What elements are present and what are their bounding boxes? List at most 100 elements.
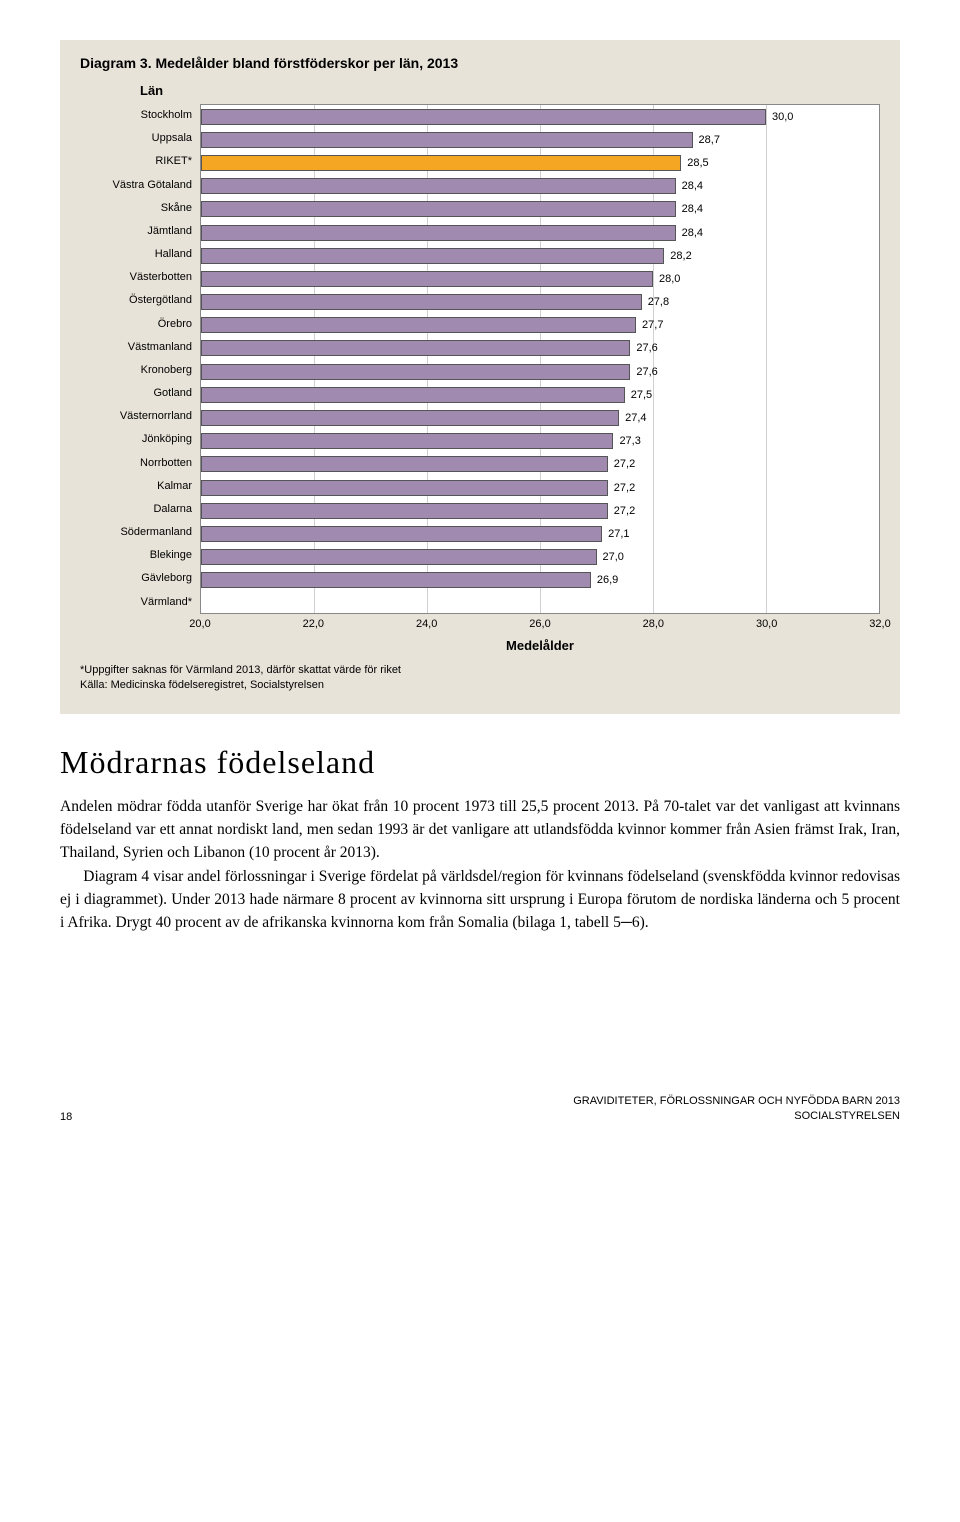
bar-row: 27,2 [201, 477, 879, 499]
chart-title: Diagram 3. Medelålder bland förstfödersk… [80, 55, 880, 71]
y-label: Västerbotten [80, 266, 192, 289]
x-axis: 20,022,024,026,028,030,032,0 [200, 614, 880, 632]
bar-value-label: 27,2 [614, 482, 635, 494]
bar-row: 27,4 [201, 407, 879, 429]
y-label: RIKET* [80, 150, 192, 173]
bar-row: 27,2 [201, 500, 879, 522]
bar [201, 433, 613, 449]
bar [201, 201, 676, 217]
chart-subtitle: Län [140, 83, 880, 98]
x-tick: 20,0 [189, 618, 210, 630]
bar-row: 27,8 [201, 291, 879, 313]
y-label: Blekinge [80, 544, 192, 567]
x-tick: 26,0 [529, 618, 550, 630]
bar-value-label: 27,7 [642, 319, 663, 331]
bar-row: 28,4 [201, 198, 879, 220]
section-title: Mödrarnas födelseland [60, 744, 900, 781]
bar-value-label: 26,9 [597, 574, 618, 586]
y-label: Värmland* [80, 591, 192, 614]
bar-value-label: 27,0 [603, 551, 624, 563]
y-label: Örebro [80, 313, 192, 336]
footer-org: SOCIALSTYRELSEN [573, 1109, 900, 1123]
bar-row: 27,7 [201, 314, 879, 336]
y-axis-labels: StockholmUppsalaRIKET*Västra GötalandSkå… [80, 104, 200, 614]
bar-row: 27,0 [201, 546, 879, 568]
bar-row: 27,6 [201, 337, 879, 359]
bar-value-label: 28,4 [682, 180, 703, 192]
paragraph-1: Andelen mödrar födda utanför Sverige har… [60, 795, 900, 865]
bar-value-label: 28,4 [682, 227, 703, 239]
y-label: Skåne [80, 197, 192, 220]
bar [201, 155, 681, 171]
bar-row: 28,2 [201, 245, 879, 267]
bar [201, 294, 642, 310]
bar-row: 27,2 [201, 453, 879, 475]
bar-value-label: 28,4 [682, 203, 703, 215]
page-footer: 18 GRAVIDITETER, FÖRLOSSNINGAR OCH NYFÖD… [60, 1094, 900, 1123]
bar-value-label: 27,4 [625, 412, 646, 424]
bar [201, 317, 636, 333]
y-label: Jämtland [80, 220, 192, 243]
y-label: Jönköping [80, 428, 192, 451]
bar [201, 526, 602, 542]
y-label: Östergötland [80, 289, 192, 312]
chart-footnote: *Uppgifter saknas för Värmland 2013, där… [80, 663, 880, 694]
bar [201, 364, 630, 380]
bar-value-label: 28,2 [670, 250, 691, 262]
y-label: Halland [80, 243, 192, 266]
bar-row: 27,1 [201, 523, 879, 545]
y-label: Södermanland [80, 521, 192, 544]
bar-row: 28,5 [201, 152, 879, 174]
bar-row: 27,6 [201, 361, 879, 383]
chart-plot: 30,0 28,7 28,5 28,4 28,4 28,4 28,2 28,0 27,8 27,7… [200, 104, 880, 614]
bar-value-label: 27,6 [636, 366, 657, 378]
x-tick: 28,0 [643, 618, 664, 630]
bar-row: 28,7 [201, 129, 879, 151]
x-tick: 30,0 [756, 618, 777, 630]
bar-value-label: 27,5 [631, 389, 652, 401]
bar [201, 132, 693, 148]
y-label: Västra Götaland [80, 174, 192, 197]
bar [201, 178, 676, 194]
x-axis-title: Medelålder [200, 638, 880, 653]
bar [201, 225, 676, 241]
y-label: Norrbotten [80, 452, 192, 475]
bar-value-label: 27,3 [619, 435, 640, 447]
chart-container: Diagram 3. Medelålder bland förstfödersk… [60, 40, 900, 714]
bar [201, 340, 630, 356]
bar [201, 572, 591, 588]
x-tick: 24,0 [416, 618, 437, 630]
footer-doc-title: GRAVIDITETER, FÖRLOSSNINGAR OCH NYFÖDDA … [573, 1094, 900, 1108]
bar-value-label: 27,8 [648, 296, 669, 308]
bar [201, 503, 608, 519]
bar-row: 26,9 [201, 569, 879, 591]
bar-row: 28,0 [201, 268, 879, 290]
bar [201, 109, 766, 125]
paragraph-2: Diagram 4 visar andel förlossningar i Sv… [60, 865, 900, 935]
bar-value-label: 27,1 [608, 528, 629, 540]
bar [201, 549, 597, 565]
bar [201, 387, 625, 403]
bar-value-label: 28,5 [687, 157, 708, 169]
bar-value-label: 27,2 [614, 505, 635, 517]
body-text: Andelen mödrar födda utanför Sverige har… [60, 795, 900, 935]
x-tick: 22,0 [303, 618, 324, 630]
bar [201, 480, 608, 496]
chart-area: StockholmUppsalaRIKET*Västra GötalandSkå… [80, 104, 880, 614]
y-label: Stockholm [80, 104, 192, 127]
bar [201, 271, 653, 287]
x-tick: 32,0 [869, 618, 890, 630]
y-label: Gotland [80, 382, 192, 405]
y-label: Västernorrland [80, 405, 192, 428]
bar-row: 28,4 [201, 175, 879, 197]
bar-row: 28,4 [201, 222, 879, 244]
y-label: Dalarna [80, 498, 192, 521]
page-number: 18 [60, 1111, 72, 1123]
bar-value-label: 27,2 [614, 458, 635, 470]
footnote-line-1: *Uppgifter saknas för Värmland 2013, där… [80, 663, 880, 678]
y-label: Kalmar [80, 475, 192, 498]
bar [201, 410, 619, 426]
bar [201, 456, 608, 472]
bar-value-label: 30,0 [772, 111, 793, 123]
y-label: Västmanland [80, 336, 192, 359]
